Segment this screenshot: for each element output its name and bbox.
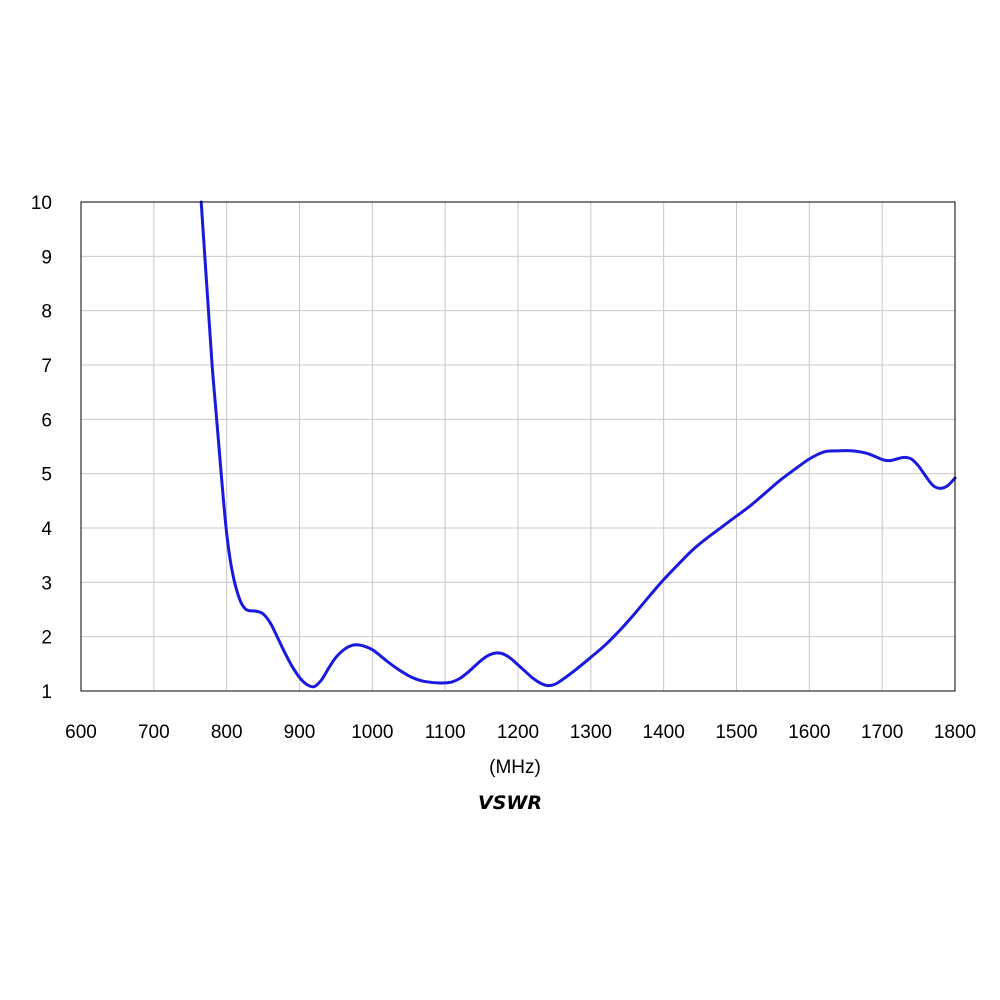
x-tick-label: 1500: [715, 722, 757, 743]
x-tick-label: 1200: [497, 722, 539, 743]
x-tick-label: 1600: [788, 722, 830, 743]
y-tick-label: 10: [31, 193, 52, 214]
grid-lines: [81, 202, 955, 691]
y-tick-label: 2: [41, 628, 52, 649]
x-tick-label: 1800: [934, 722, 976, 743]
vswr-series-line: [199, 200, 957, 689]
y-tick-label: 7: [41, 356, 52, 377]
plot-frame: [80, 201, 956, 692]
tick-labels: 600 700 800 900 1000 1100 1200 1300 1400 1500 1600…: [31, 193, 976, 743]
y-tick-label: 8: [41, 302, 52, 323]
x-tick-label: 1700: [861, 722, 903, 743]
series-layer: [199, 200, 957, 689]
x-tick-label: 1300: [570, 722, 612, 743]
y-tick-label: 6: [41, 410, 52, 431]
x-tick-label: 1400: [643, 722, 685, 743]
x-tick-label: 700: [138, 722, 170, 743]
chart-caption: VSWR: [478, 792, 542, 814]
y-tick-label: 3: [41, 573, 52, 594]
x-tick-label: 1000: [351, 722, 393, 743]
y-tick-label: 5: [41, 465, 52, 486]
x-tick-label: 900: [284, 722, 316, 743]
x-tick-label: 1100: [425, 722, 466, 743]
y-tick-label: 1: [41, 682, 52, 703]
x-axis-label: (MHz): [489, 757, 541, 778]
x-tick-label: 600: [65, 722, 97, 743]
y-tick-label: 9: [41, 247, 52, 268]
x-tick-label: 800: [211, 722, 243, 743]
y-tick-label: 4: [41, 519, 52, 540]
